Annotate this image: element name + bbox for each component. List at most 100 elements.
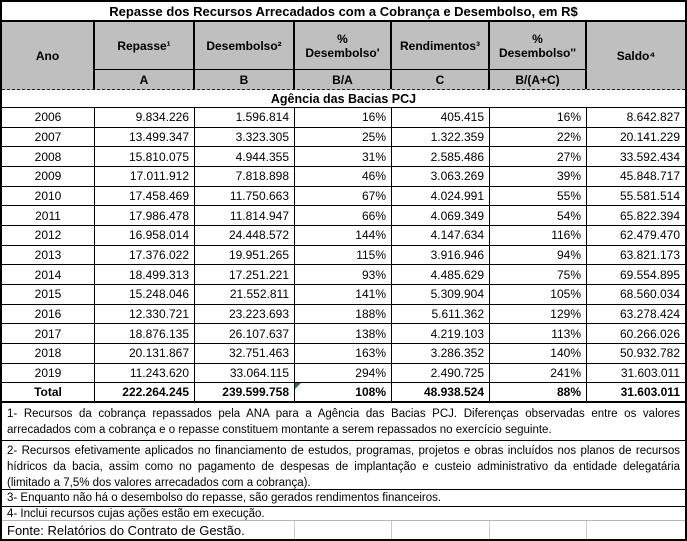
value-cell: 3.323.305 [195,127,295,148]
value-cell: 13.499.347 [95,127,195,148]
value-cell: 3.286.352 [392,343,490,364]
value-cell: 26.107.637 [195,324,295,344]
column-header-saldo: Saldo⁴ [616,48,656,63]
value-cell: 93% [295,265,392,285]
subheader-b: B [195,69,295,89]
year-cell: 2013 [2,245,95,266]
value-cell: 55.581.514 [587,187,685,207]
year-cell: 2016 [2,304,95,325]
footnote-2: 2- Recursos efetivamente aplicados no fi… [2,441,685,490]
year-cell: 2011 [2,206,95,226]
value-cell: 16% [295,108,392,128]
value-cell: 27% [490,147,587,167]
value-cell: 25% [295,127,392,148]
subheader-b-a: B/A [295,69,392,89]
table-title: Repasse dos Recursos Arrecadados com a C… [2,2,685,22]
value-cell: 33.064.115 [195,363,295,384]
subheader-c: C [392,69,490,89]
source-text: Fonte: Relatórios do Contrato de Gestão. [2,521,295,539]
year-cell: 2019 [2,363,95,384]
table-row: 2010 17.458.469 11.750.663 67% 4.024.991 55% 5… [2,186,685,207]
value-cell: 17.376.022 [95,245,195,266]
value-cell: 88% [490,383,587,403]
value-cell: 138% [295,324,392,344]
value-cell: 5.611.362 [392,304,490,325]
value-cell: 4.219.103 [392,324,490,344]
value-cell: 1.596.814 [195,108,295,128]
value-cell: 7.818.898 [195,166,295,187]
value-cell: 20.131.867 [95,343,195,364]
value-cell: 140% [490,343,587,364]
value-cell: 2.585.486 [392,147,490,167]
year-cell: 2008 [2,147,95,167]
value-cell: 239.599.758 [195,383,295,403]
value-cell: 5.309.904 [392,284,490,305]
value-cell: 94% [490,245,587,266]
value-cell: 3.063.269 [392,166,490,187]
value-cell: 108% [295,383,392,403]
table-body: 2006 9.834.226 1.596.814 16% 405.415 16% 8.642… [2,108,685,403]
value-cell: 144% [295,225,392,246]
value-cell: 60.266.026 [587,324,685,344]
table-row: 2019 11.243.620 33.064.115 294% 2.490.725 241… [2,363,685,384]
value-cell: 15.810.075 [95,147,195,167]
footnote-4: 4- Inclui recursos cujas ações estão em … [2,507,685,521]
value-cell: 17.251.221 [195,265,295,285]
footnote-3: 3- Enquanto não há o desembolso do repas… [2,490,685,507]
value-cell: 222.264.245 [95,383,195,403]
table-row: 2016 12.330.721 23.223.693 188% 5.611.362 129… [2,304,685,325]
column-header-rendimentos: Rendimentos³ [392,22,490,69]
value-cell: 22% [490,127,587,148]
table-row: 2006 9.834.226 1.596.814 16% 405.415 16% 8.642… [2,108,685,128]
table-header: Ano Repasse¹ Desembolso² % Desembolso' R… [2,22,685,90]
value-cell: 115% [295,245,392,266]
value-cell: 15.248.046 [95,284,195,305]
column-header-desembolso: Desembolso² [195,22,295,69]
value-cell: 75% [490,265,587,285]
value-cell: 20.141.229 [587,128,685,148]
value-cell: 31% [295,147,392,167]
subheader-b-a-c: B/(A+C) [490,69,587,89]
table-row: 2011 17.986.478 11.814.947 66% 4.069.349 54% 6… [2,206,685,226]
table-row: 2012 16.958.014 24.448.572 144% 4.147.634 116… [2,225,685,246]
year-cell: 2018 [2,343,95,364]
value-cell: 1.322.359 [392,127,490,148]
value-cell: 11.243.620 [95,363,195,384]
value-cell: 4.069.349 [392,206,490,226]
value-cell: 16.958.014 [95,225,195,246]
value-cell: 33.592.434 [587,147,685,167]
value-cell: 62.479.470 [587,226,685,246]
value-cell: 54% [490,206,587,226]
year-cell: Total [2,383,95,403]
year-cell: 2014 [2,265,95,285]
value-cell: 2.490.725 [392,363,490,384]
column-header-pct-desembolso-2: % Desembolso'' [490,22,587,69]
value-cell: 18.499.313 [95,265,195,285]
empty-cell [295,521,392,539]
year-cell: 2009 [2,166,95,187]
value-cell: 12.330.721 [95,304,195,325]
value-cell: 24.448.572 [195,225,295,246]
year-cell: 2015 [2,284,95,305]
value-cell: 19.951.265 [195,245,295,266]
value-cell: 141% [295,284,392,305]
value-cell: 63.278.424 [587,305,685,325]
value-cell: 129% [490,304,587,325]
subheader-a: A [95,69,195,89]
empty-cell [587,521,685,539]
value-cell: 105% [490,284,587,305]
value-cell: 17.011.912 [95,166,195,187]
table-row: 2013 17.376.022 19.951.265 115% 3.916.946 94%… [2,245,685,266]
year-cell: 2007 [2,127,95,148]
value-cell: 63.821.173 [587,246,685,266]
value-cell: 116% [490,225,587,246]
value-cell: 18.876.135 [95,324,195,344]
footnotes: 1- Recursos da cobrança repassados pela … [2,403,685,521]
table-row: 2017 18.876.135 26.107.637 138% 4.219.103 113… [2,324,685,344]
table-row: 2009 17.011.912 7.818.898 46% 3.063.269 39% 45… [2,166,685,187]
year-cell: 2012 [2,225,95,246]
table-row: 2018 20.131.867 32.751.463 163% 3.286.352 140… [2,343,685,364]
footnote-1: 1- Recursos da cobrança repassados pela … [2,403,685,441]
value-cell: 4.147.634 [392,225,490,246]
